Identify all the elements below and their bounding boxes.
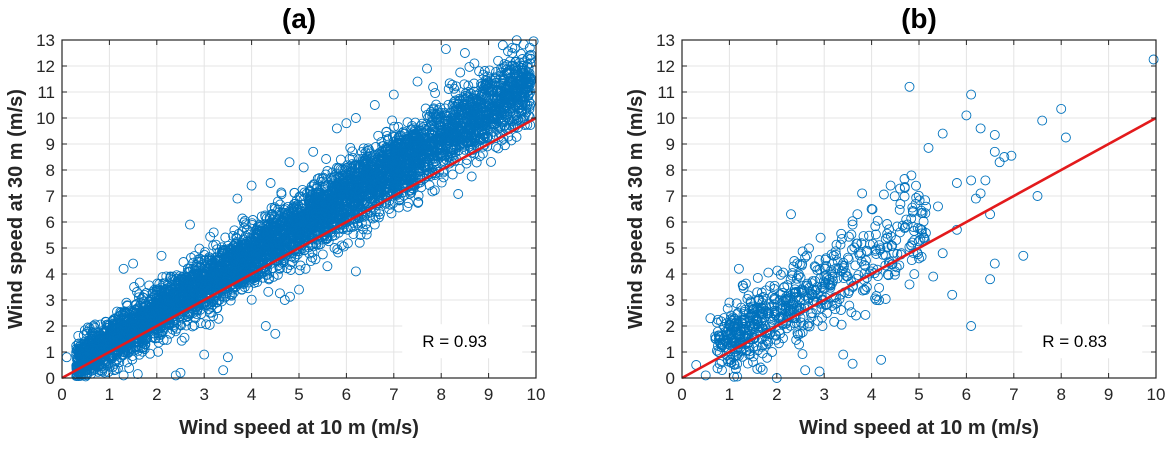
scatter-chart-a: R = 0.93012345678910012345678910111213(a… <box>0 0 548 445</box>
chart-panel-a: R = 0.93012345678910012345678910111213(a… <box>0 0 548 450</box>
